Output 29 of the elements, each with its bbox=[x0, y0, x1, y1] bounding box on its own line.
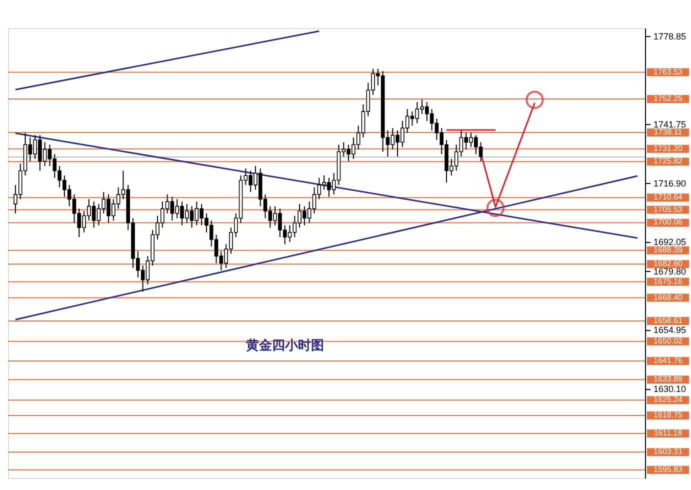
ref-line-label: 1641.76 bbox=[654, 356, 684, 365]
y-tick-label: 1741.75 bbox=[654, 119, 686, 130]
ref-line-label: 1688.39 bbox=[654, 245, 684, 254]
ref-line-label: 1763.53 bbox=[654, 67, 684, 76]
ref-line-label: 1705.53 bbox=[654, 204, 684, 214]
ref-line-label: 1682.60 bbox=[654, 259, 684, 268]
ref-line-label: 1633.89 bbox=[654, 374, 684, 384]
y-tick-label: 1716.90 bbox=[654, 178, 686, 188]
ref-line-label: 1752.25 bbox=[654, 94, 684, 104]
ref-line-label: 1668.40 bbox=[654, 292, 684, 302]
y-tick-label: 1654.95 bbox=[654, 325, 686, 336]
ref-line-label: 1595.83 bbox=[654, 464, 684, 474]
ref-line-label: 1731.20 bbox=[654, 144, 684, 153]
ref-line-label: 1710.64 bbox=[654, 192, 684, 202]
ref-line-label: 1603.31 bbox=[654, 447, 684, 456]
y-tick-label: 1778.85 bbox=[654, 31, 686, 42]
ref-line-label: 1625.24 bbox=[654, 395, 684, 404]
ref-line-label: 1618.75 bbox=[654, 410, 684, 420]
ref-line-label: 1700.06 bbox=[654, 218, 684, 227]
ref-line-label: 1658.61 bbox=[654, 316, 684, 326]
ref-line-label: 1738.11 bbox=[654, 128, 683, 137]
y-tick-label: 1679.80 bbox=[654, 266, 686, 276]
y-tick-label: 1630.10 bbox=[654, 384, 686, 394]
y-tick-label: 1692.05 bbox=[654, 237, 686, 248]
ref-line-label: 1650.02 bbox=[654, 336, 684, 346]
ref-line-label: 1675.16 bbox=[654, 276, 684, 286]
ref-line-label: 1725.82 bbox=[654, 156, 684, 166]
annotation: 黄金四小时图 bbox=[245, 337, 324, 352]
ref-line-label: 1611.18 bbox=[654, 428, 683, 438]
